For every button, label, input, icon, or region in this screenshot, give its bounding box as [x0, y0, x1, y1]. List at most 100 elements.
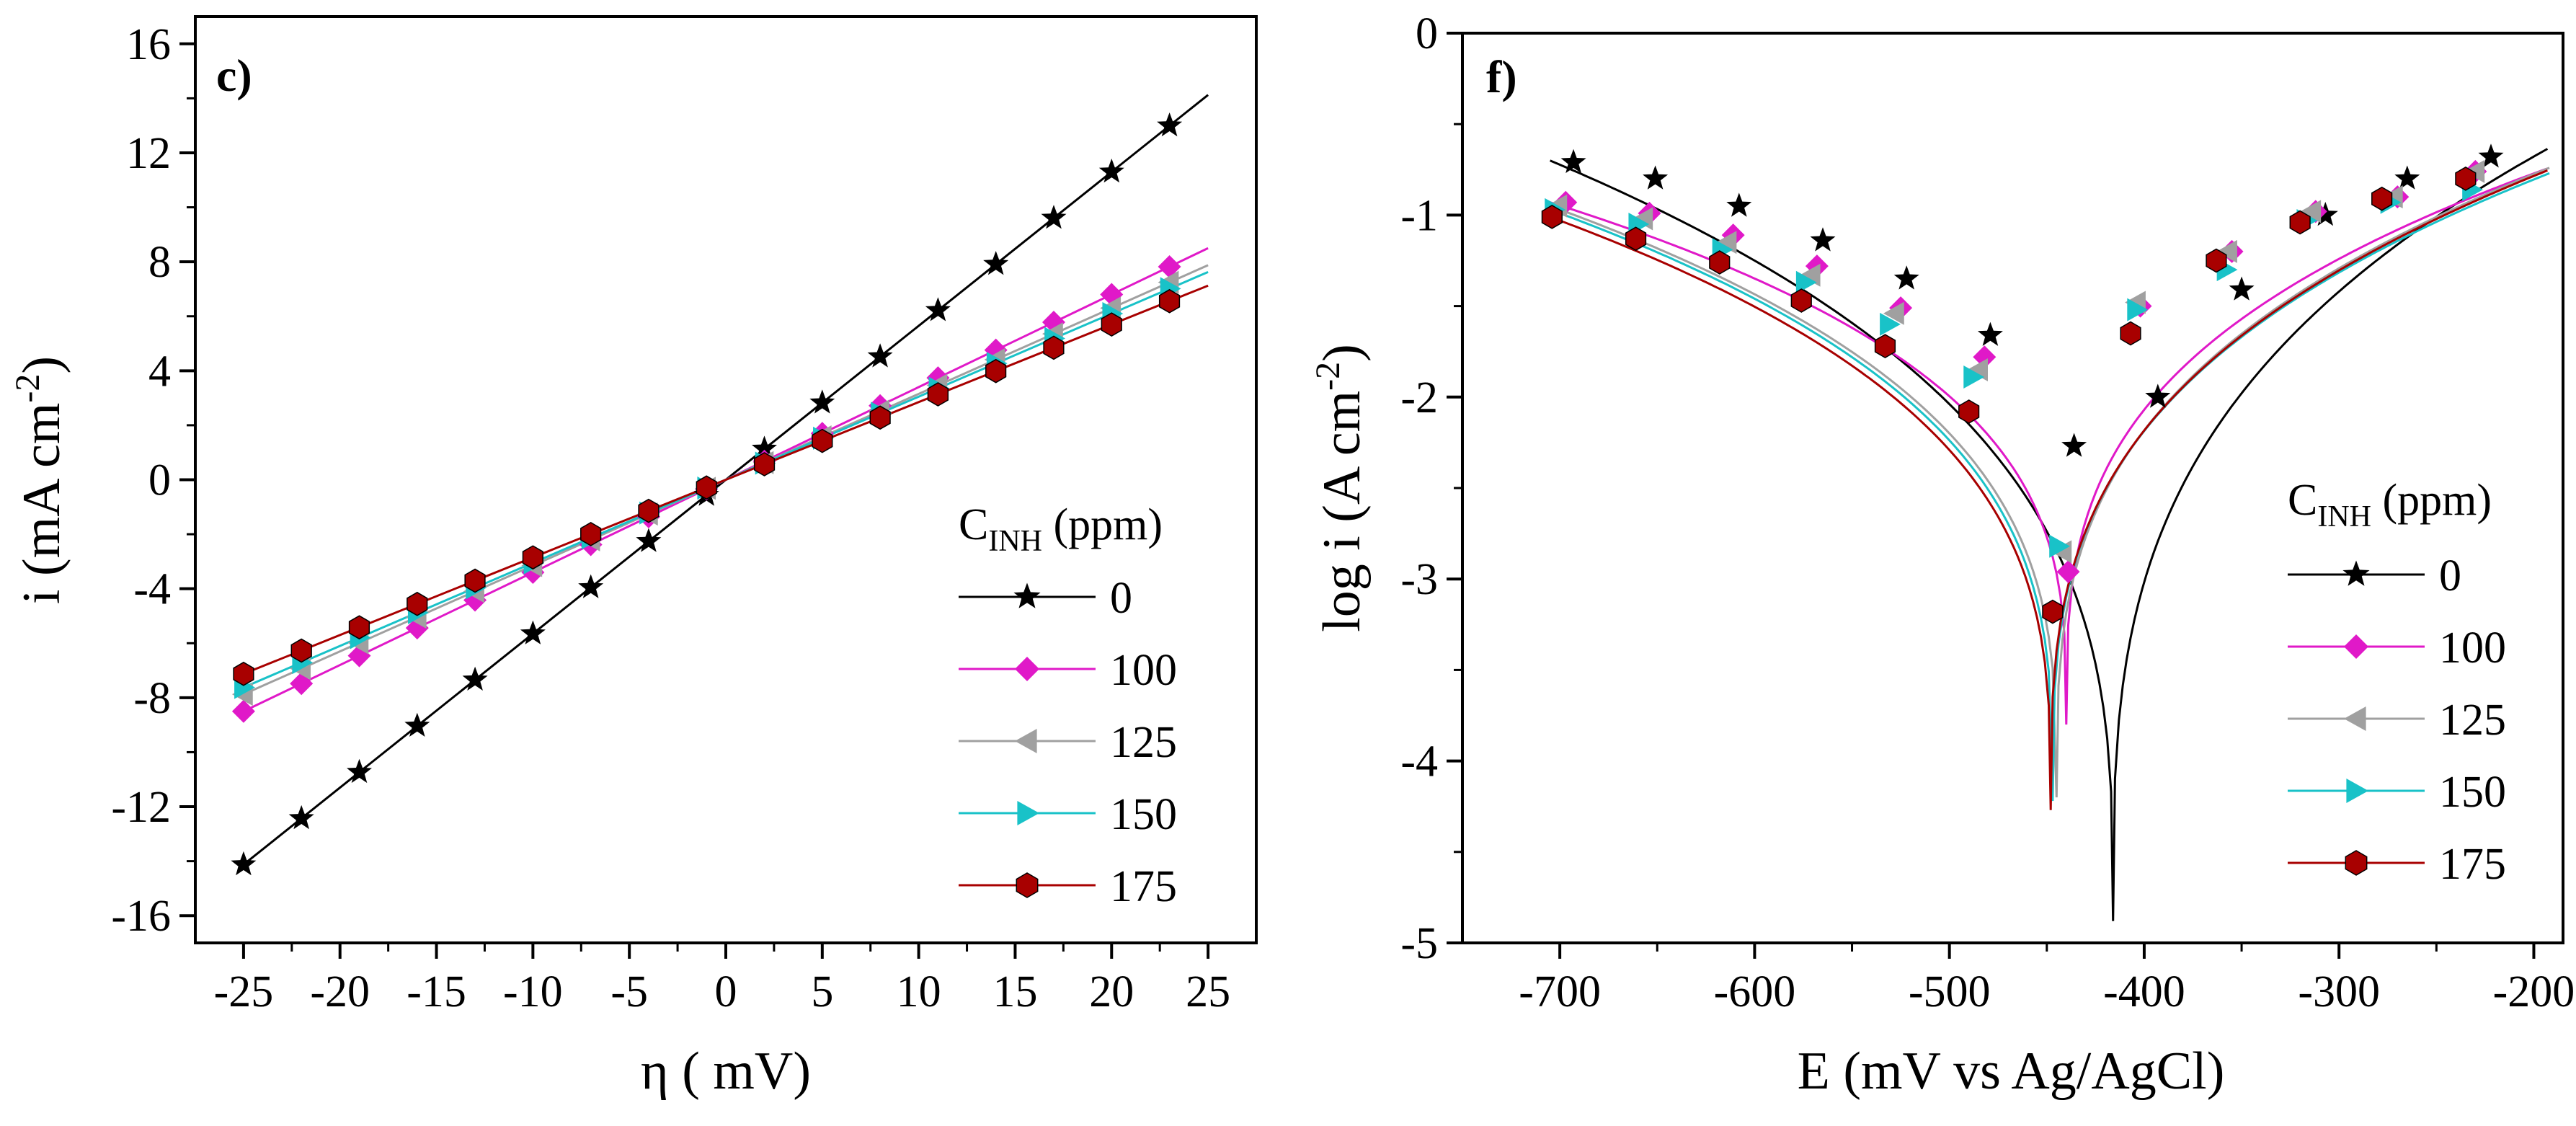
c-legend-marker-150 [1017, 801, 1039, 825]
f-ytick-label: -2 [1400, 373, 1438, 422]
panel-label-c: c) [216, 50, 252, 101]
c-point-0 [809, 389, 835, 414]
f-point-0 [1810, 227, 1836, 252]
f-point-125 [1967, 358, 1989, 381]
c-ytick-label: 12 [126, 129, 171, 178]
c-xtick-label: -15 [407, 967, 466, 1016]
f-series-line-175 [1550, 169, 2548, 810]
f-point-125 [1799, 263, 1821, 287]
c-point-175 [233, 661, 254, 686]
f-point-175 [2042, 599, 2064, 624]
f-ytick-label: -3 [1400, 555, 1438, 604]
legend-title-f-rest: (ppm) [2371, 476, 2492, 525]
legend-title-c-sub: INH [988, 525, 1042, 558]
c-xtick-label: 15 [992, 967, 1037, 1016]
c-point-175 [869, 405, 891, 430]
c-xtick-label: 20 [1089, 967, 1134, 1016]
c-point-175 [580, 522, 602, 546]
y-axis-title-f-close: ) [1313, 344, 1372, 362]
c-ytick-label: -4 [133, 565, 171, 614]
f-series-line-0 [1550, 148, 2549, 921]
y-axis-title-f: log i (A cm-2) [1309, 344, 1372, 632]
c-point-0 [404, 712, 430, 737]
c-xtick-label: 10 [897, 967, 941, 1016]
c-ytick-label: 8 [148, 238, 171, 287]
c-xtick-label: 5 [811, 967, 833, 1016]
c-point-0 [578, 574, 604, 598]
f-ytick-label: -4 [1400, 737, 1438, 786]
c-ytick-label: -16 [111, 892, 171, 941]
f-point-0 [2478, 143, 2504, 168]
y-axis-title-c-close: ) [12, 356, 71, 374]
c-point-0 [520, 620, 546, 644]
c-point-175 [812, 428, 833, 453]
series-markers-c [231, 112, 1183, 876]
f-point-150 [2127, 298, 2149, 322]
c-point-0 [1098, 159, 1124, 183]
panel-c: -25 -20 -15 -10 -5 0 5 10 15 20 25-16-12-8-4048121… [9, 15, 1258, 1101]
c-point-175 [522, 545, 543, 570]
c-point-175 [348, 615, 370, 640]
series-markers-f [1541, 143, 2504, 624]
f-xtick-label: -700 [1519, 967, 1601, 1016]
f-point-125 [2300, 200, 2322, 223]
y-axis-title-f-main: log i (A cm [1313, 391, 1372, 632]
f-legend-label-0: 0 [2439, 551, 2461, 600]
c-xtick-label: -25 [214, 967, 274, 1016]
c-point-175 [638, 498, 659, 523]
c-legend-label-100: 100 [1110, 646, 1177, 695]
c-point-175 [464, 568, 486, 593]
f-series-line-125 [1550, 167, 2550, 798]
c-legend-label-0: 0 [1110, 574, 1132, 623]
f-point-0 [1643, 165, 1669, 190]
f-ytick-label: 0 [1416, 9, 1438, 58]
f-point-175 [1625, 226, 1647, 252]
legend-title-f: CINH (ppm) [2288, 476, 2492, 533]
f-xtick-label: -400 [2103, 967, 2185, 1016]
c-point-0 [462, 666, 488, 691]
c-point-175 [1158, 288, 1181, 314]
f-legend-marker-175 [2345, 850, 2368, 876]
legend-c: CINH (ppm) 0 100 125 150 175 [959, 500, 1177, 911]
f-point-125 [1883, 301, 1904, 325]
f-series-line-150 [1550, 172, 2550, 802]
c-xtick-label: -20 [310, 967, 370, 1016]
c-legend-marker-100 [1015, 657, 1039, 681]
c-legend-label-150: 150 [1110, 790, 1177, 839]
f-xtick-label: -600 [1714, 967, 1796, 1016]
c-point-175 [927, 382, 949, 407]
c-point-0 [1157, 112, 1183, 137]
legend-title-c-main: C [959, 500, 988, 549]
c-xtick-label: -10 [503, 967, 563, 1016]
f-point-175 [2289, 210, 2311, 235]
f-point-100 [1973, 345, 1997, 369]
f-point-0 [1726, 192, 1752, 217]
legend-title-f-main: C [2288, 476, 2317, 525]
c-xtick-label: 25 [1186, 967, 1230, 1016]
f-legend-label-100: 100 [2439, 624, 2506, 673]
f-point-175 [2455, 167, 2477, 191]
y-axis-title-c-main: i (mA cm [12, 403, 71, 605]
c-point-175 [753, 452, 776, 476]
series-lines-c [242, 94, 1209, 866]
f-point-150 [1795, 270, 1817, 294]
c-ytick-label: -12 [111, 783, 171, 832]
f-point-175 [1541, 205, 1563, 229]
f-legend-marker-125 [2344, 706, 2366, 731]
c-point-175 [290, 638, 312, 663]
c-point-0 [288, 804, 314, 830]
f-legend-label-150: 150 [2439, 768, 2506, 817]
c-xtick-label: -5 [610, 967, 648, 1016]
f-xtick-label: -200 [2493, 967, 2575, 1016]
f-point-175 [1958, 399, 1980, 424]
f-xtick-label: -300 [2298, 967, 2380, 1016]
f-legend-marker-0 [2342, 560, 2370, 586]
f-xtick-label: -500 [1909, 967, 1991, 1016]
legend-title-c: CINH (ppm) [959, 500, 1163, 558]
x-axis-title-c: η ( mV) [641, 1042, 811, 1101]
c-legend-marker-125 [1015, 729, 1037, 753]
f-point-0 [2394, 165, 2420, 190]
f-point-100 [2056, 560, 2080, 584]
f-point-150 [2049, 534, 2071, 558]
